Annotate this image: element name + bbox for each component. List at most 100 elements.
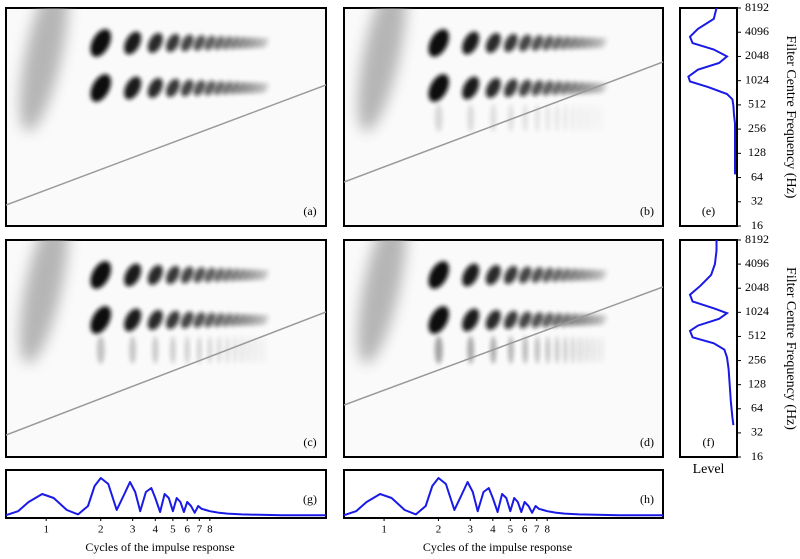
- streak: [534, 104, 540, 132]
- panel-label: (d): [640, 435, 654, 449]
- y-axis-label: Filter Centre Frequency (Hz): [783, 36, 798, 199]
- x-axis-label: Cycles of the impulse response: [423, 540, 572, 554]
- blob: [504, 310, 518, 330]
- streak: [170, 336, 176, 364]
- blob: [598, 37, 607, 49]
- response-curve: [5, 477, 326, 517]
- y-tick-label: 256: [748, 352, 766, 366]
- blob: [428, 261, 450, 289]
- streak: [589, 336, 594, 364]
- blob: [551, 35, 563, 51]
- blob: [124, 308, 142, 332]
- streak: [595, 336, 600, 364]
- blob: [204, 35, 216, 51]
- blob: [462, 31, 480, 55]
- blob: [542, 312, 554, 328]
- streak: [239, 336, 244, 364]
- blob: [551, 80, 563, 96]
- blob: [260, 314, 269, 326]
- blob: [90, 306, 112, 334]
- blob: [260, 82, 269, 94]
- response-curve: [343, 477, 663, 517]
- blob: [551, 312, 563, 328]
- y-tick-label: 512: [748, 97, 766, 111]
- streak: [490, 104, 497, 132]
- blob: [147, 309, 163, 331]
- streak: [554, 336, 560, 364]
- streak: [545, 104, 551, 132]
- blob: [531, 80, 544, 96]
- image: [344, 240, 663, 406]
- blob: [504, 33, 518, 53]
- streak: [434, 336, 443, 364]
- blob: [598, 314, 607, 326]
- panel-label: (f): [703, 435, 715, 449]
- streak: [251, 336, 256, 364]
- blob: [180, 311, 194, 329]
- diagonal: [6, 84, 326, 206]
- blob: [213, 35, 225, 51]
- blob: [485, 309, 501, 331]
- panel-label: (b): [640, 204, 654, 218]
- y-tick-label: 128: [748, 376, 766, 390]
- blob: [485, 77, 501, 99]
- blob: [518, 311, 532, 329]
- x-tick-label: 7: [534, 524, 540, 536]
- streak: [563, 104, 568, 132]
- streak: [245, 336, 251, 364]
- x-tick-label: 1: [43, 524, 49, 536]
- blob: [90, 261, 112, 289]
- streak: [589, 104, 594, 132]
- streak: [262, 336, 267, 364]
- y-tick-label: 4096: [745, 24, 769, 38]
- y-tick-label: 8192: [745, 232, 769, 246]
- panel-label: (h): [640, 492, 654, 506]
- blob: [504, 265, 518, 285]
- blob: [193, 35, 206, 51]
- x-tick-label: 7: [197, 524, 203, 536]
- streak: [595, 104, 599, 132]
- blob: [193, 80, 206, 96]
- blob: [193, 312, 206, 328]
- x-tick-label: 8: [544, 524, 550, 536]
- y-tick-label: 32: [751, 425, 763, 439]
- blob: [598, 269, 607, 281]
- blob: [147, 264, 163, 286]
- blob: [542, 35, 554, 51]
- blob: [204, 312, 216, 328]
- plot-frame: [679, 7, 738, 227]
- spectrogram-images: [6, 8, 663, 436]
- blob: [518, 34, 532, 52]
- y-tick-label: 8192: [745, 0, 769, 14]
- image: [6, 8, 326, 206]
- streak: [216, 336, 222, 364]
- streak: [522, 104, 528, 132]
- plot-frame: [679, 239, 738, 458]
- x-tick-label: 8: [207, 524, 213, 536]
- y-tick-label: 2048: [745, 280, 769, 294]
- streak: [152, 336, 159, 364]
- smear: [19, 8, 69, 132]
- x-tick-label: 6: [184, 524, 190, 536]
- panel-label: (g): [303, 492, 317, 506]
- blob: [204, 80, 216, 96]
- x-tick-label: 5: [508, 524, 514, 536]
- blob: [193, 267, 206, 283]
- y-tick-label: 512: [748, 328, 766, 342]
- blob: [180, 79, 194, 97]
- streak: [434, 104, 443, 132]
- blob: [204, 267, 216, 283]
- streak: [257, 336, 262, 364]
- blob: [485, 264, 501, 286]
- blob: [124, 263, 142, 287]
- y-tick-label: 32: [751, 194, 763, 208]
- blob: [531, 312, 544, 328]
- blob: [504, 78, 518, 98]
- blob: [213, 80, 225, 96]
- x-tick-label: 3: [130, 524, 136, 536]
- blob: [518, 266, 532, 284]
- streak: [583, 336, 589, 364]
- panel-label: (a): [303, 204, 316, 218]
- streak: [184, 336, 190, 364]
- streak: [600, 336, 605, 364]
